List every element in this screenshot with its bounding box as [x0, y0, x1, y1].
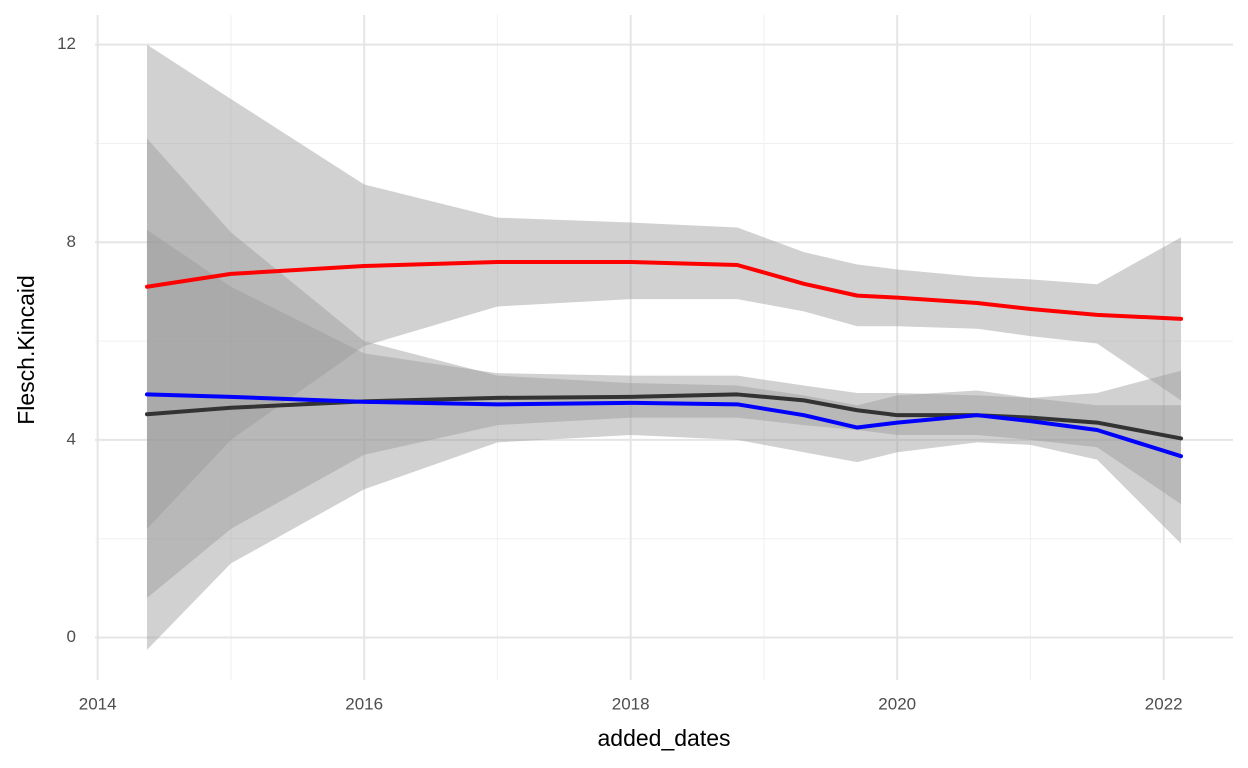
y-tick-label: 0: [67, 627, 76, 646]
confidence-band: [146, 229, 1182, 598]
smooth-line: [144, 392, 1184, 459]
confidence-band: [146, 44, 1182, 529]
x-tick-label: 2020: [878, 694, 916, 713]
x-tick-label: 2022: [1145, 694, 1183, 713]
x-tick-label: 2018: [612, 694, 650, 713]
lines: [144, 260, 1184, 459]
grid: [95, 15, 1233, 680]
y-tick-label: 12: [57, 34, 76, 53]
labels: 2014 2016 2018 2020 2022 0 4 8 12: [57, 34, 1183, 713]
y-tick-label: 4: [67, 429, 76, 448]
y-tick-label: 8: [67, 232, 76, 251]
x-tick-label: 2016: [345, 694, 383, 713]
x-axis-title: added_dates: [597, 725, 730, 751]
x-tick-label: 2014: [79, 694, 117, 713]
bands: [146, 44, 1182, 650]
smooth-line: [144, 260, 1184, 321]
y-axis-title: Flesch.Kincaid: [13, 275, 39, 425]
